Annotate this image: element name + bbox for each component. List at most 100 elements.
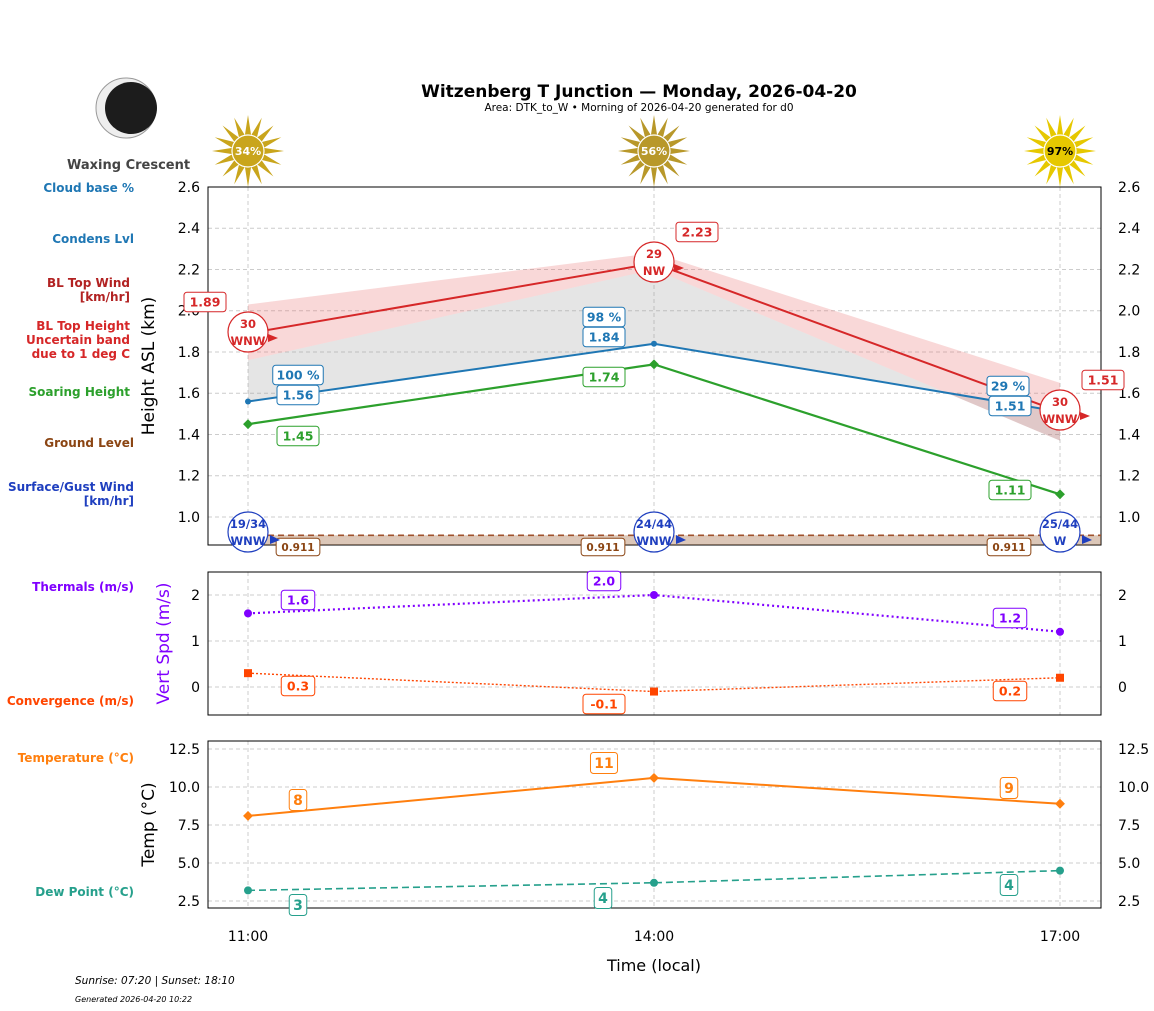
convergence-label-box xyxy=(992,680,1028,702)
surface-wind-arrow-icon xyxy=(1082,535,1092,544)
y-tick-label-right: 10.0 xyxy=(1118,780,1149,796)
y-tick-label: 2 xyxy=(191,588,200,604)
y-tick-label: 1.4 xyxy=(178,427,200,443)
axes-frame xyxy=(207,740,1102,909)
y-tick-label-right: 1.4 xyxy=(1118,427,1140,443)
thermals-point xyxy=(244,609,252,618)
dew-label-box xyxy=(288,894,308,916)
label-surface-wind: Surface/Gust Wind xyxy=(8,480,134,494)
convergence-label-box xyxy=(582,693,626,715)
soaring-label-box xyxy=(276,425,320,447)
ground-label: 0.911 xyxy=(992,542,1025,554)
label-thermals: Thermals (m/s) xyxy=(32,580,134,594)
surface-wind-circle xyxy=(633,511,675,553)
thermals-label: 1.6 xyxy=(287,593,309,608)
bl-top-label: 1.51 xyxy=(1088,373,1119,388)
dew-label: 3 xyxy=(293,898,303,914)
condens-label-box xyxy=(582,326,626,348)
y-tick-label: 2.5 xyxy=(178,894,200,910)
convergence-line xyxy=(247,672,1061,693)
bl-wind-arrow-icon xyxy=(268,334,278,342)
ground-fill xyxy=(248,535,1101,545)
temperature-point xyxy=(1055,798,1065,809)
y-tick-label: 2.4 xyxy=(178,221,200,237)
temperature-label: 9 xyxy=(1004,781,1014,797)
condens-label-box xyxy=(276,384,320,406)
sun-times: Sunrise: 07:20 | Sunset: 18:10 xyxy=(75,975,235,987)
surface-wind-arrow-icon xyxy=(676,535,686,544)
cloud-area xyxy=(248,269,1060,441)
x-tick-label: 14:00 xyxy=(634,929,674,945)
chart-subtitle: Area: DTK_to_W • Morning of 2026-04-20 g… xyxy=(484,102,794,114)
dew-line xyxy=(247,869,1061,892)
cloud-pct-label: 98 % xyxy=(587,310,622,325)
ground-label-box xyxy=(275,537,321,557)
convergence-point xyxy=(650,687,658,696)
y-tick-label: 1.8 xyxy=(178,345,200,361)
surface-wind-circle xyxy=(1039,511,1081,553)
label-bl-height: due to 1 deg C xyxy=(32,347,131,361)
cloud-pct-label: 29 % xyxy=(991,379,1026,394)
condens-label-box xyxy=(988,395,1032,417)
y-tick-label-right: 1.6 xyxy=(1118,386,1140,402)
convergence-label: 0.3 xyxy=(287,679,309,694)
label-cloud-base: Cloud base % xyxy=(43,181,134,195)
label-temperature: Temperature (°C) xyxy=(18,751,134,765)
y-axis-label: Temp (°C) xyxy=(139,782,159,867)
bl-wind-dir: NW xyxy=(643,264,666,278)
bl-wind-circle xyxy=(227,311,269,353)
ground-label-box xyxy=(580,537,626,557)
bl-wind-circle xyxy=(1039,389,1081,431)
y-tick-label: 7.5 xyxy=(178,818,200,834)
dew-point xyxy=(650,878,658,887)
sun-disc xyxy=(637,134,671,168)
convergence-point xyxy=(244,669,252,678)
moon-phase-label: Waxing Crescent xyxy=(67,158,191,173)
label-condens: Condens Lvl xyxy=(52,232,134,246)
thermals-point xyxy=(650,590,658,599)
temperature-label-box xyxy=(589,752,619,774)
temperature-label: 11 xyxy=(594,756,613,772)
bl-top-label: 2.23 xyxy=(682,225,713,240)
x-tick-label: 11:00 xyxy=(228,929,268,945)
sun-percent: 56% xyxy=(641,145,667,158)
thermals-label: 2.0 xyxy=(593,574,615,589)
y-tick-label-right: 2.6 xyxy=(1118,180,1140,196)
bl-top-label-box xyxy=(1081,369,1125,391)
label-bl-wind: [km/hr] xyxy=(80,290,130,304)
temperature-point xyxy=(649,772,659,783)
bl-wind-dir: WNW xyxy=(231,334,266,348)
temperature-label-box xyxy=(288,789,308,811)
y-tick-label-right: 12.5 xyxy=(1118,742,1149,758)
soaring-label: 1.45 xyxy=(283,429,314,444)
convergence-label-box xyxy=(280,675,316,697)
y-tick-label-right: 1.2 xyxy=(1118,469,1140,485)
thermals-label: 1.2 xyxy=(999,611,1021,626)
label-dew: Dew Point (°C) xyxy=(35,885,134,899)
sun-disc xyxy=(1043,134,1077,168)
chart-title: Witzenberg T Junction — Monday, 2026-04-… xyxy=(421,82,857,102)
soaring-point xyxy=(649,359,659,370)
ground-label: 0.911 xyxy=(281,542,314,554)
surface-wind-dir: WNW xyxy=(231,534,266,548)
surface-wind-dir: WNW xyxy=(637,534,672,548)
label-bl-height: Uncertain band xyxy=(26,333,130,347)
condens-point xyxy=(651,340,657,347)
bl-wind-speed: 30 xyxy=(240,317,256,331)
surface-wind-dir: W xyxy=(1054,534,1067,548)
label-surface-wind: [km/hr] xyxy=(84,494,134,508)
axes-frame xyxy=(207,571,1102,716)
dew-point xyxy=(1056,866,1064,875)
surface-wind-arrow-icon xyxy=(270,535,280,544)
y-tick-label-right: 7.5 xyxy=(1118,818,1140,834)
y-axis-label: Height ASL (km) xyxy=(139,297,159,436)
label-bl-wind: BL Top Wind xyxy=(47,276,130,290)
bl-wind-arrow-icon xyxy=(1080,412,1090,420)
generated-time: Generated 2026-04-20 10:22 xyxy=(75,995,193,1004)
surface-wind-circle xyxy=(227,511,269,553)
sun-percent: 97% xyxy=(1047,145,1073,158)
ground-label: 0.911 xyxy=(586,542,619,554)
y-tick-label: 1.0 xyxy=(178,510,200,526)
x-axis-label: Time (local) xyxy=(606,956,701,975)
y-tick-label: 1.2 xyxy=(178,469,200,485)
